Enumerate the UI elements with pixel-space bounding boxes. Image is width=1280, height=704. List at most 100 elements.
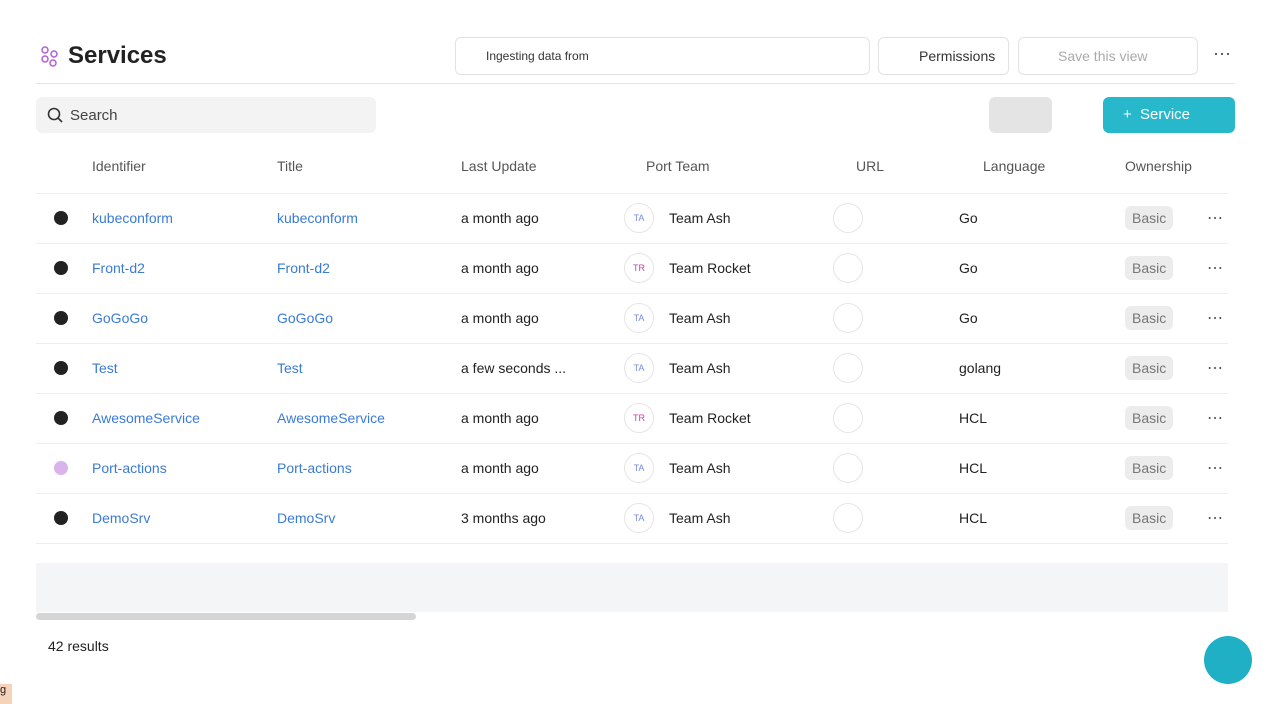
search-box[interactable]: Search bbox=[36, 97, 376, 133]
language: Go bbox=[959, 210, 978, 226]
row-menu[interactable]: ⋯ bbox=[1207, 410, 1223, 427]
column-header[interactable]: Title bbox=[277, 158, 303, 174]
source-icon bbox=[54, 311, 68, 325]
identifier[interactable]: kubeconform bbox=[92, 210, 173, 226]
ingest-bar[interactable]: Ingesting data from bbox=[455, 37, 870, 75]
row-line bbox=[36, 443, 1228, 444]
team: Team Ash bbox=[669, 510, 731, 526]
search-icon bbox=[47, 107, 63, 123]
h-scrollbar[interactable] bbox=[36, 613, 416, 620]
title[interactable]: kubeconform bbox=[277, 210, 358, 226]
row-line bbox=[36, 343, 1228, 344]
ownership: Basic bbox=[1125, 306, 1174, 330]
services-icon bbox=[41, 46, 58, 67]
chat-button[interactable] bbox=[1204, 636, 1252, 684]
team: Team Ash bbox=[669, 210, 731, 226]
ownership: Basic bbox=[1125, 256, 1174, 280]
row-menu[interactable]: ⋯ bbox=[1207, 260, 1223, 277]
team-avatar: TA bbox=[624, 203, 654, 233]
row-line bbox=[36, 243, 1228, 244]
language: HCL bbox=[959, 410, 988, 426]
plus: + bbox=[1123, 106, 1132, 123]
team-avatar: TA bbox=[624, 503, 654, 533]
team-avatar: TR bbox=[624, 403, 654, 433]
language: Go bbox=[959, 260, 978, 276]
column-header[interactable]: Ownership bbox=[1125, 158, 1192, 174]
team-avatar: TA bbox=[624, 353, 654, 383]
search-placeholder: Search bbox=[70, 107, 118, 124]
url-icon[interactable] bbox=[833, 453, 863, 483]
title[interactable]: AwesomeService bbox=[277, 410, 385, 426]
row-line bbox=[36, 293, 1228, 294]
row-line bbox=[36, 393, 1228, 394]
team: Team Ash bbox=[669, 360, 731, 376]
identifier[interactable]: Test bbox=[92, 360, 118, 376]
url-icon[interactable] bbox=[833, 303, 863, 333]
team: Team Ash bbox=[669, 310, 731, 326]
ownership: Basic bbox=[1125, 506, 1174, 530]
identifier[interactable]: AwesomeService bbox=[92, 410, 200, 426]
title[interactable]: GoGoGo bbox=[277, 310, 334, 326]
loading-row bbox=[36, 563, 1228, 612]
source-icon bbox=[54, 461, 68, 475]
language: HCL bbox=[959, 460, 988, 476]
row-menu[interactable]: ⋯ bbox=[1207, 460, 1223, 477]
url-icon[interactable] bbox=[833, 503, 863, 533]
corner-badge: g bbox=[0, 684, 12, 704]
language: golang bbox=[959, 360, 1002, 376]
title[interactable]: Port-actions bbox=[277, 460, 352, 476]
title[interactable]: Test bbox=[277, 360, 303, 376]
identifier[interactable]: Port-actions bbox=[92, 460, 167, 476]
last-update: a month ago bbox=[461, 310, 539, 326]
source-icon bbox=[54, 261, 68, 275]
team-avatar: TA bbox=[624, 453, 654, 483]
permissions-label: Permissions bbox=[919, 48, 996, 64]
column-header[interactable]: Identifier bbox=[92, 158, 146, 174]
last-update: a month ago bbox=[461, 460, 539, 476]
divider bbox=[36, 83, 1235, 84]
identifier[interactable]: Front-d2 bbox=[92, 260, 145, 276]
url-icon[interactable] bbox=[833, 403, 863, 433]
results-count: 42 results bbox=[48, 638, 109, 654]
column-header[interactable]: Port Team bbox=[646, 158, 710, 174]
team: Team Rocket bbox=[669, 260, 751, 276]
add-service-label: Service bbox=[1140, 106, 1191, 123]
ownership: Basic bbox=[1125, 456, 1174, 480]
column-header[interactable]: URL bbox=[856, 158, 885, 174]
sort-toggle[interactable] bbox=[989, 97, 1052, 133]
identifier[interactable]: GoGoGo bbox=[92, 310, 149, 326]
more-menu[interactable]: ⋯ bbox=[1213, 44, 1231, 64]
row-menu[interactable]: ⋯ bbox=[1207, 210, 1223, 227]
row-menu[interactable]: ⋯ bbox=[1207, 360, 1223, 377]
team: Team Ash bbox=[669, 460, 731, 476]
save-view-button[interactable]: Save this view bbox=[1018, 37, 1198, 75]
identifier[interactable]: DemoSrv bbox=[92, 510, 151, 526]
column-header[interactable]: Last Update bbox=[461, 158, 537, 174]
title[interactable]: Front-d2 bbox=[277, 260, 330, 276]
source-icon bbox=[54, 511, 68, 525]
ownership: Basic bbox=[1125, 206, 1174, 230]
url-icon[interactable] bbox=[833, 203, 863, 233]
row-line bbox=[36, 493, 1228, 494]
row-menu[interactable]: ⋯ bbox=[1207, 310, 1223, 327]
title[interactable]: DemoSrv bbox=[277, 510, 336, 526]
url-icon[interactable] bbox=[833, 253, 863, 283]
source-icon bbox=[54, 211, 68, 225]
ownership: Basic bbox=[1125, 356, 1174, 380]
row-menu[interactable]: ⋯ bbox=[1207, 510, 1223, 527]
source-icon bbox=[54, 411, 68, 425]
column-header[interactable]: Language bbox=[983, 158, 1046, 174]
source-icon bbox=[54, 361, 68, 375]
save-view-label: Save this view bbox=[1058, 48, 1148, 64]
ownership: Basic bbox=[1125, 406, 1174, 430]
last-update: a month ago bbox=[461, 260, 539, 276]
permissions-button[interactable]: Permissions bbox=[878, 37, 1009, 75]
language: Go bbox=[959, 310, 978, 326]
url-icon[interactable] bbox=[833, 353, 863, 383]
last-update: 3 months ago bbox=[461, 510, 546, 526]
add-service-button[interactable]: + Service bbox=[1103, 97, 1235, 133]
last-update: a month ago bbox=[461, 210, 539, 226]
team-avatar: TR bbox=[624, 253, 654, 283]
